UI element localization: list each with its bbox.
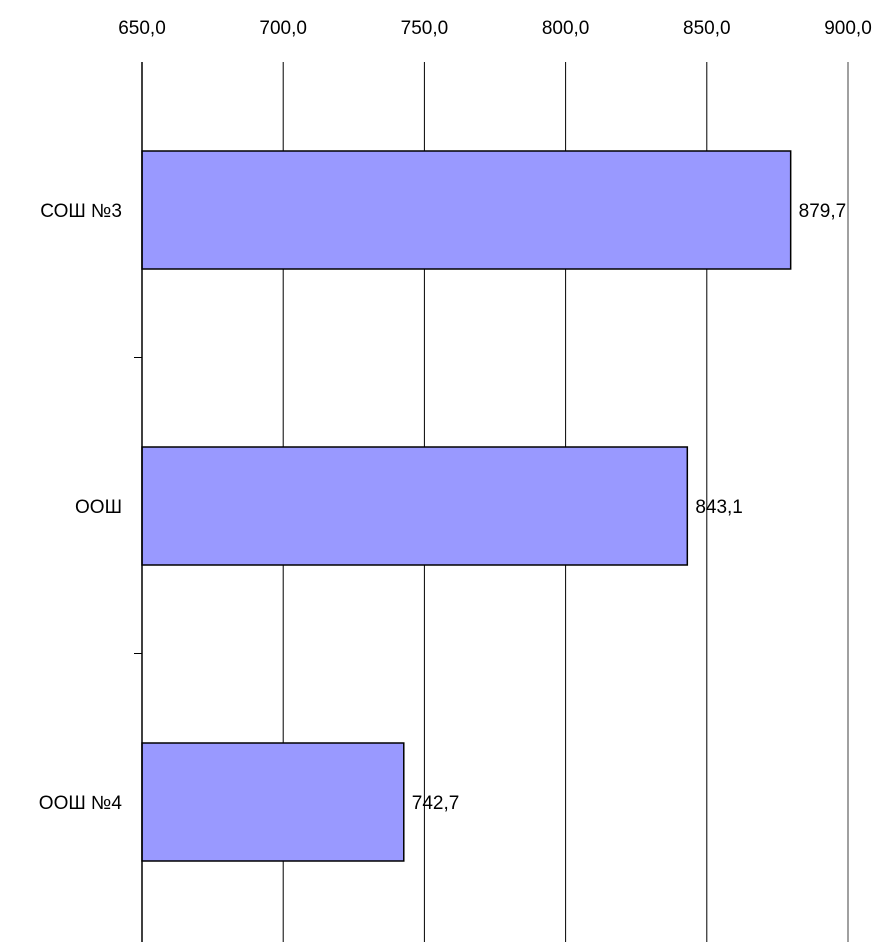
x-tick-label: 800,0: [542, 18, 590, 39]
data-label: 843,1: [695, 497, 743, 518]
x-tick-label: 650,0: [118, 18, 166, 39]
category-label: СОШ №3: [40, 201, 122, 222]
bars: [141, 150, 792, 862]
category-label: ООШ: [75, 497, 122, 518]
category-label: ООШ №4: [39, 793, 123, 814]
bar: [141, 742, 405, 862]
data-label: 742,7: [412, 793, 460, 814]
bar: [141, 150, 792, 270]
x-tick-label: 850,0: [683, 18, 731, 39]
x-tick-label: 900,0: [824, 18, 872, 39]
labels: 650,0 700,0 750,0 800,0 850,0 900,0 СОШ №3 879,…: [39, 18, 872, 814]
x-tick-label: 750,0: [401, 18, 449, 39]
x-tick-label: 700,0: [259, 18, 307, 39]
category-axis: [134, 62, 143, 942]
bar: [141, 446, 689, 566]
data-label: 879,7: [799, 201, 847, 222]
